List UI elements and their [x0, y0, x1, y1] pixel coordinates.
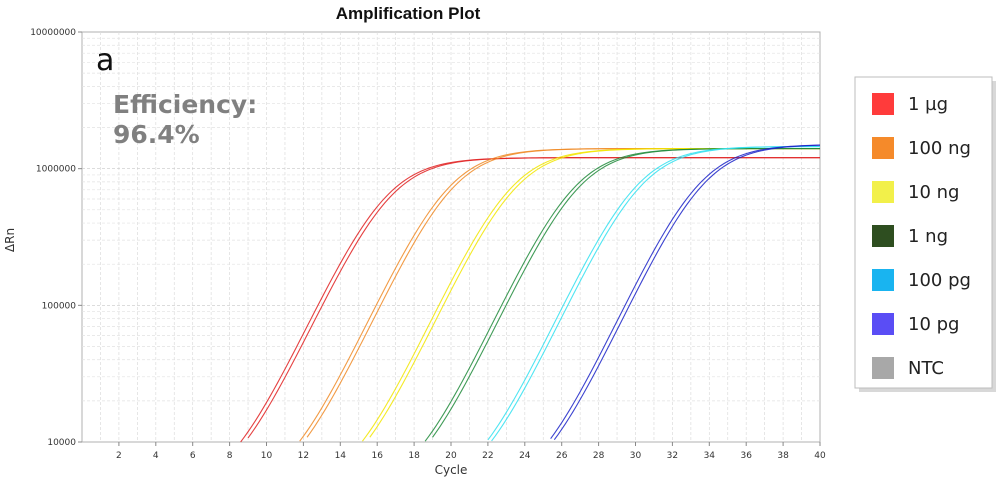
y-tick-label: 100000: [42, 301, 77, 311]
amplification-curve: [432, 147, 821, 438]
chart-title: Amplification Plot: [336, 4, 481, 23]
y-axis-ticks: 10000 100000 1000000 10000000: [30, 28, 82, 448]
amplification-curve: [491, 145, 821, 442]
x-tick-label: 34: [704, 451, 716, 461]
x-tick-label: 18: [408, 451, 420, 461]
amplification-curve: [247, 157, 820, 439]
amplification-curve: [553, 144, 821, 441]
legend-swatch: [872, 357, 894, 379]
efficiency-value: 96.4%: [113, 120, 200, 149]
efficiency-label: Efficiency:: [113, 90, 257, 119]
legend-swatch: [872, 269, 894, 291]
legend-swatch: [872, 181, 894, 203]
legend-entries: 1 µg 100 ng 10 ng 1 ng 100 pg 10 pg NTC: [872, 93, 971, 379]
x-tick-label: 30: [630, 451, 642, 461]
x-tick-label: 24: [519, 451, 531, 461]
x-tick-label: 20: [445, 451, 457, 461]
legend-label: 100 ng: [908, 138, 971, 159]
legend-swatch: [872, 93, 894, 115]
y-tick-label: 10000: [47, 438, 76, 448]
x-axis-ticks: 2 4 6 8 10 12 14 16 18 20 22 24 26 28 30 32 34 36 38 40: [116, 442, 826, 461]
amplification-curve: [550, 144, 821, 440]
x-tick-label: 28: [593, 451, 605, 461]
x-tick-label: 6: [190, 451, 196, 461]
x-tick-label: 40: [814, 451, 826, 461]
legend-label: 10 ng: [908, 182, 959, 203]
y-axis-label: ΔRn: [3, 228, 17, 252]
x-tick-label: 14: [335, 451, 347, 461]
gridlines: [82, 32, 820, 442]
legend-label: 10 pg: [908, 314, 959, 335]
legend-label: NTC: [908, 358, 944, 379]
x-tick-label: 36: [740, 451, 752, 461]
x-tick-label: 12: [298, 451, 309, 461]
amplification-curves: [240, 144, 821, 443]
x-tick-label: 2: [116, 451, 122, 461]
legend-label: 1 ng: [908, 226, 948, 247]
y-tick-label: 10000000: [30, 28, 76, 38]
x-tick-label: 26: [556, 451, 568, 461]
x-tick-label: 22: [482, 451, 493, 461]
x-tick-label: 32: [667, 451, 678, 461]
legend-label: 1 µg: [908, 94, 948, 115]
x-tick-label: 38: [777, 451, 789, 461]
legend-swatch: [872, 313, 894, 335]
y-tick-label: 1000000: [36, 165, 76, 175]
x-axis-label: Cycle: [435, 463, 468, 477]
x-tick-label: 8: [227, 451, 233, 461]
x-tick-label: 16: [371, 451, 383, 461]
legend: 1 µg 100 ng 10 ng 1 ng 100 pg 10 pg NTC: [854, 76, 996, 392]
x-tick-label: 10: [261, 451, 273, 461]
x-tick-label: 4: [153, 451, 159, 461]
panel-label: a: [96, 43, 114, 78]
legend-swatch: [872, 137, 894, 159]
legend-swatch: [872, 225, 894, 247]
legend-label: 100 pg: [908, 270, 971, 291]
